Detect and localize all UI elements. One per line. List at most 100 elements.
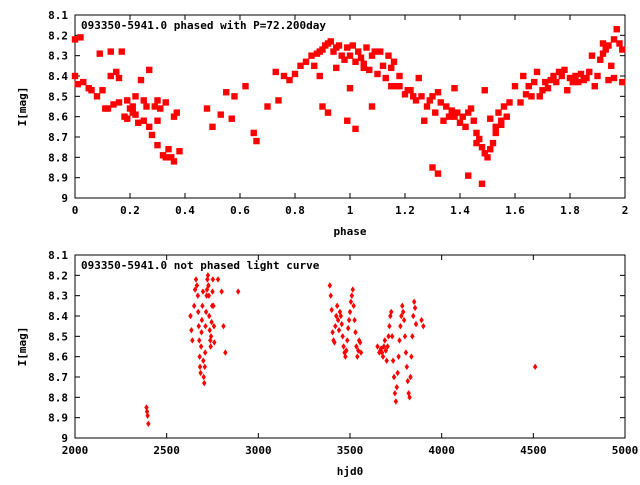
data-point <box>610 74 618 82</box>
data-point <box>338 312 344 320</box>
data-point <box>110 101 117 108</box>
data-point <box>189 327 194 334</box>
data-point <box>203 105 211 112</box>
phased-x-tick-label: 0.2 <box>120 204 140 217</box>
data-point <box>396 72 403 80</box>
data-point <box>202 349 208 356</box>
data-point <box>221 322 226 330</box>
data-point <box>308 52 315 59</box>
data-point <box>71 72 79 80</box>
data-point <box>286 76 293 84</box>
data-point <box>572 72 579 80</box>
data-point <box>334 302 340 310</box>
data-point <box>71 36 79 43</box>
data-point <box>74 80 81 88</box>
phased-y-tick-label: 8.3 <box>48 50 68 63</box>
data-point <box>478 180 486 187</box>
data-point <box>465 172 472 179</box>
data-point <box>146 420 151 427</box>
unphased-y-tick-label: 8.1 <box>48 249 68 262</box>
data-point <box>334 312 339 320</box>
data-point <box>396 82 403 90</box>
data-point <box>522 91 530 98</box>
data-point <box>170 158 178 165</box>
phased-y-tick-label: 8.8 <box>48 151 68 164</box>
data-point <box>223 89 230 96</box>
phased-y-tick-label: 8.4 <box>48 70 68 83</box>
data-point <box>555 68 563 76</box>
data-point <box>619 78 626 86</box>
data-point <box>333 322 338 330</box>
unphased-plot-frame <box>74 254 626 439</box>
data-point <box>311 62 318 70</box>
data-point <box>250 129 257 137</box>
data-point <box>200 288 206 295</box>
data-point <box>403 349 409 356</box>
phased-x-tick-label: 2 <box>622 204 629 217</box>
data-point <box>191 302 197 310</box>
phased-x-tick-label: 0.8 <box>285 204 305 217</box>
data-point <box>566 74 574 82</box>
data-point <box>231 93 238 100</box>
data-point <box>206 292 212 299</box>
data-point <box>324 109 332 116</box>
data-point <box>569 78 576 86</box>
data-point <box>561 66 568 74</box>
data-point <box>205 272 211 279</box>
data-point <box>201 373 206 381</box>
data-point <box>129 103 136 110</box>
data-point <box>390 58 398 65</box>
data-point <box>398 322 403 330</box>
data-point <box>419 316 424 324</box>
data-point <box>115 74 123 82</box>
phased-chart-title: 093350-5941.0 phased with P=72.200day <box>81 19 326 32</box>
data-point <box>170 113 178 120</box>
data-point <box>348 298 354 305</box>
data-point <box>146 66 153 74</box>
unphased-y-tick-label: 8.8 <box>48 391 68 404</box>
data-point <box>113 68 120 76</box>
data-point <box>162 154 169 161</box>
data-point <box>291 70 299 78</box>
data-point <box>454 109 461 116</box>
data-point <box>407 87 414 94</box>
data-point <box>547 76 554 84</box>
data-point <box>208 333 214 340</box>
data-point <box>328 292 333 299</box>
data-point <box>93 93 101 100</box>
data-point <box>610 36 618 43</box>
data-point <box>199 316 205 324</box>
data-point <box>344 44 351 51</box>
phased-x-tick-label: 1.8 <box>560 204 580 217</box>
data-point <box>330 329 335 336</box>
data-point <box>511 82 519 90</box>
data-point <box>389 333 395 340</box>
data-point <box>162 99 169 106</box>
unphased-x-tick-label: 2500 <box>153 444 180 457</box>
data-point <box>374 70 381 78</box>
data-point <box>588 52 596 59</box>
data-point <box>371 48 378 55</box>
data-point <box>421 322 426 330</box>
data-point <box>544 85 552 92</box>
data-point <box>520 72 527 80</box>
data-point <box>391 373 397 381</box>
data-point <box>330 48 337 55</box>
data-point <box>341 343 346 350</box>
phased-x-tick-label: 0.6 <box>230 204 250 217</box>
data-point <box>195 292 201 299</box>
data-point <box>401 316 407 324</box>
data-point <box>360 64 367 72</box>
data-point <box>577 70 585 78</box>
data-point <box>459 113 466 120</box>
data-point <box>351 302 356 310</box>
data-point <box>212 339 217 346</box>
unphased-x-tick-label: 4500 <box>520 444 547 457</box>
data-point <box>385 52 392 59</box>
data-point <box>409 353 414 360</box>
unphased-y-tick-label: 8.3 <box>48 290 68 303</box>
data-point <box>553 78 560 86</box>
data-point <box>347 308 353 316</box>
data-point <box>157 105 164 112</box>
